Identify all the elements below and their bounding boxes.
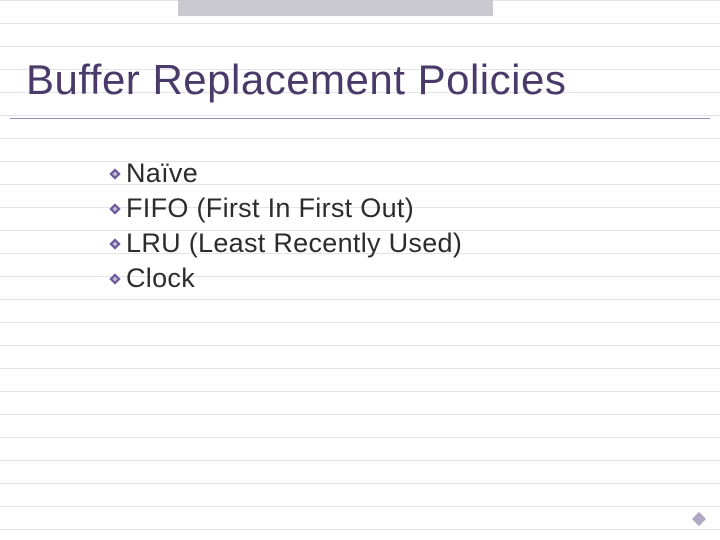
list-item: FIFO (First In First Out) [108,193,462,224]
diamond-bullet-icon [108,272,122,286]
bullet-list: Naïve FIFO (First In First Out) LRU (Lea… [108,158,462,298]
list-item: LRU (Least Recently Used) [108,228,462,259]
bullet-label: FIFO (First In First Out) [126,193,414,224]
list-item: Naïve [108,158,462,189]
slide-title: Buffer Replacement Policies [26,56,566,104]
diamond-bullet-icon [108,167,122,181]
bullet-label: Clock [126,263,195,294]
diamond-bullet-icon [108,202,122,216]
list-item: Clock [108,263,462,294]
diamond-bullet-icon [108,237,122,251]
bullet-label: Naïve [126,158,198,189]
bullet-label: LRU (Least Recently Used) [126,228,462,259]
slide: Buffer Replacement Policies Naïve FIFO (… [0,0,720,540]
corner-decoration-icon [690,510,708,528]
top-accent-bar [178,0,493,16]
title-underline [10,118,710,119]
